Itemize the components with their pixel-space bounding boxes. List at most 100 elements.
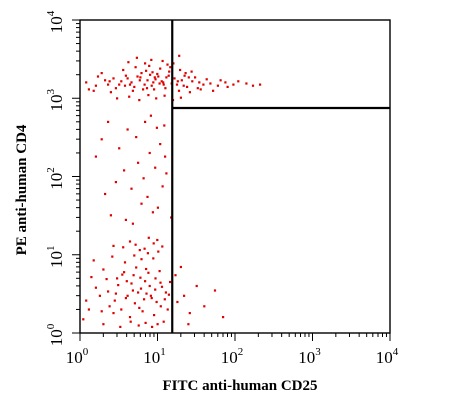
data-point: [164, 291, 167, 294]
data-point: [158, 82, 161, 85]
data-point: [116, 277, 119, 280]
data-point: [135, 266, 138, 269]
data-point: [139, 76, 142, 79]
data-point: [245, 82, 248, 85]
data-point: [130, 187, 133, 190]
data-point: [167, 74, 170, 77]
data-point: [161, 245, 164, 248]
data-points: [82, 54, 262, 328]
data-point: [128, 316, 132, 319]
data-point: [178, 54, 181, 57]
data-point: [155, 97, 158, 100]
data-point: [154, 78, 157, 81]
data-point: [147, 94, 150, 97]
plot-border: [79, 19, 391, 334]
data-point: [160, 285, 164, 288]
data-point: [87, 308, 90, 311]
data-point: [167, 293, 170, 296]
data-point: [156, 206, 159, 209]
data-point: [141, 310, 144, 313]
data-point: [182, 84, 185, 87]
data-point: [162, 83, 165, 86]
data-point: [199, 88, 202, 91]
data-point: [130, 81, 133, 84]
axis-tick-labels: 100 101 102 103 104 100 101 102 103 104: [45, 10, 399, 367]
data-point: [128, 240, 132, 243]
data-point: [159, 281, 162, 284]
data-point: [123, 84, 127, 87]
data-point: [142, 177, 145, 180]
data-point: [138, 249, 141, 252]
data-point: [135, 56, 138, 59]
data-point: [145, 69, 148, 72]
data-point: [153, 88, 156, 91]
x-axis-title: FITC anti-human CD25: [162, 378, 317, 394]
data-point: [259, 83, 262, 86]
data-point: [188, 312, 191, 315]
data-point: [112, 312, 115, 315]
data-point: [140, 258, 143, 261]
data-point: [94, 286, 97, 289]
data-point: [159, 305, 162, 308]
data-point: [216, 84, 219, 87]
y-tick-label: 103: [45, 89, 66, 112]
data-point: [123, 261, 127, 264]
data-point: [114, 87, 117, 90]
data-point: [151, 325, 154, 328]
data-point: [154, 166, 157, 169]
data-point: [124, 297, 127, 300]
data-point: [133, 85, 136, 88]
data-point: [184, 72, 187, 75]
data-point: [128, 83, 132, 86]
data-point: [157, 75, 160, 78]
data-point: [119, 325, 122, 328]
data-point: [176, 300, 179, 304]
data-point: [157, 250, 160, 253]
data-point: [104, 79, 107, 82]
data-point: [146, 252, 149, 255]
data-point: [131, 89, 134, 92]
data-point: [176, 80, 179, 83]
data-point: [108, 305, 111, 308]
data-point: [131, 289, 134, 292]
y-axis-title: PE anti-human CD4: [14, 124, 30, 255]
data-point: [186, 85, 189, 88]
data-point: [146, 195, 149, 198]
data-point: [205, 78, 208, 81]
data-point: [161, 59, 164, 63]
y-tick-label: 101: [45, 246, 66, 269]
data-point: [212, 89, 215, 92]
data-point: [154, 288, 157, 291]
data-point: [138, 306, 141, 309]
data-point: [172, 62, 175, 65]
data-point: [92, 259, 95, 262]
data-point: [187, 323, 190, 326]
data-point: [144, 321, 147, 324]
data-point: [114, 181, 117, 184]
data-point: [150, 297, 153, 300]
data-point: [140, 72, 143, 75]
data-point: [180, 79, 183, 82]
data-point: [134, 66, 137, 69]
data-point: [102, 323, 105, 326]
data-point: [203, 305, 206, 308]
data-point: [118, 147, 121, 150]
data-point: [92, 89, 95, 92]
x-tick-label: 100: [66, 346, 89, 367]
data-point: [160, 80, 163, 83]
y-tick-label: 100: [45, 323, 66, 346]
data-point: [161, 185, 164, 188]
data-point: [163, 94, 166, 97]
data-point: [135, 136, 138, 139]
data-point: [169, 66, 172, 69]
data-point: [108, 80, 111, 83]
data-point: [175, 83, 179, 86]
data-point: [121, 273, 124, 276]
data-point: [111, 255, 114, 258]
data-point: [232, 83, 235, 86]
data-point: [134, 243, 137, 246]
data-point: [109, 91, 112, 94]
data-point: [151, 211, 154, 214]
data-point: [144, 280, 147, 283]
x-tick-label: 103: [298, 346, 321, 367]
